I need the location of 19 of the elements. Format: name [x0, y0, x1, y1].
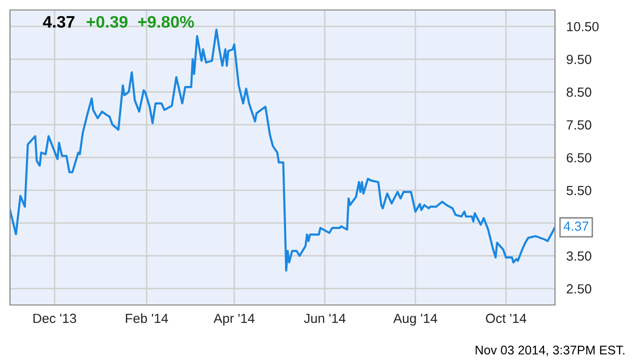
- y-tick-label: 10.50: [567, 22, 599, 32]
- x-tick-label: Dec '13: [33, 314, 76, 324]
- text: Nov 03 2014, 3:37PM EST.: [476, 346, 624, 356]
- y-tick-label: 8.50: [566, 88, 592, 97]
- chart-subtitle: +0.39 +9.80%: [86, 16, 194, 28]
- x-tick-label: Oct '14: [486, 314, 526, 324]
- y-tick-label: 6.50: [566, 153, 592, 162]
- y-tick-label: 9.50: [566, 54, 592, 64]
- y-tick-label: 5.50: [566, 186, 592, 196]
- chart-title: 4.37: [42, 16, 74, 28]
- x-tick-label: Feb '14: [126, 313, 168, 324]
- x-tick-label: Apr '14: [214, 314, 255, 326]
- y-tick-label: 2.50: [566, 284, 592, 294]
- x-tick-label: Jun '14: [304, 314, 346, 324]
- annotation: 4.37: [564, 222, 588, 231]
- line-series: [10, 28, 555, 272]
- x-tick-label: Aug '14: [393, 314, 438, 326]
- y-tick-label: 3.50: [566, 251, 592, 261]
- y-tick-label: 7.50: [566, 120, 592, 130]
